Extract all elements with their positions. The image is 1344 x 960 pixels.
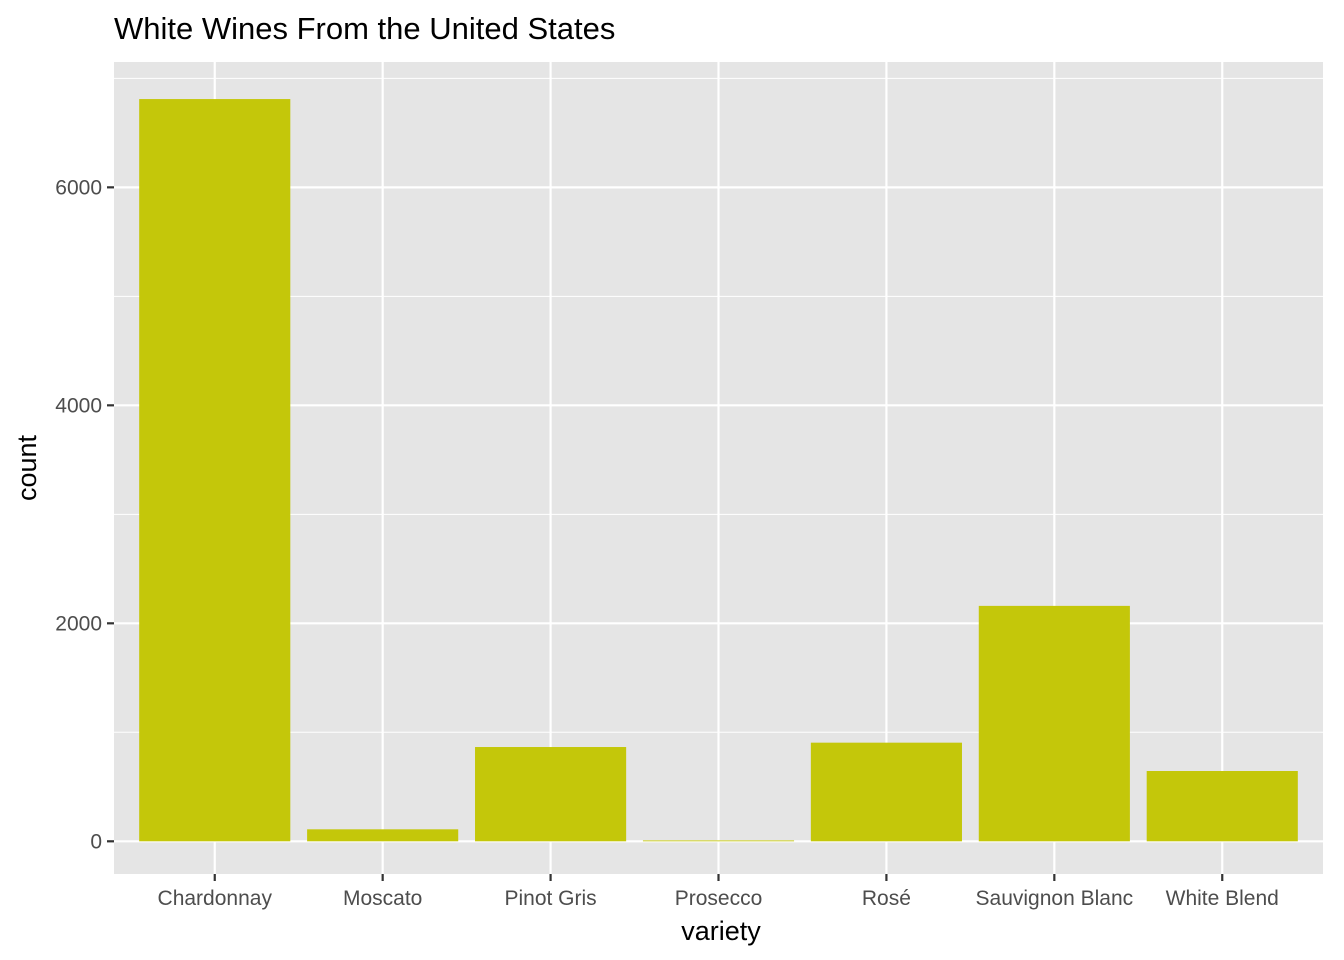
bar-ros- [810, 742, 962, 842]
bar-sauvignon-blanc [978, 605, 1130, 842]
bar-white-blend [1146, 771, 1298, 842]
y-axis: 0 2000 4000 6000 [55, 176, 114, 853]
x-axis-title: variety [681, 916, 761, 946]
bar-moscato [307, 829, 459, 842]
y-axis-title: count [12, 434, 42, 501]
x-tick-label: Pinot Gris [504, 887, 596, 910]
bars [139, 99, 1298, 842]
x-tick-label: White Blend [1166, 887, 1279, 910]
x-tick-label: Rosé [862, 887, 911, 910]
x-axis: Chardonnay Moscato Pinot Gris Prosecco Rosé S… [158, 874, 1279, 910]
chart-title: White Wines From the United States [114, 11, 615, 46]
x-tick-label: Sauvignon Blanc [976, 887, 1134, 910]
x-tick-label: Prosecco [675, 887, 763, 910]
bar-pinot-gris [475, 747, 627, 842]
y-tick-label: 0 [90, 830, 102, 853]
y-tick-label: 6000 [55, 176, 102, 199]
y-tick-label: 4000 [55, 394, 102, 417]
bar-chardonnay [139, 99, 291, 842]
y-tick-label: 2000 [55, 612, 102, 635]
bar-prosecco [642, 840, 795, 842]
x-tick-label: Moscato [343, 887, 422, 910]
x-tick-label: Chardonnay [158, 887, 273, 910]
